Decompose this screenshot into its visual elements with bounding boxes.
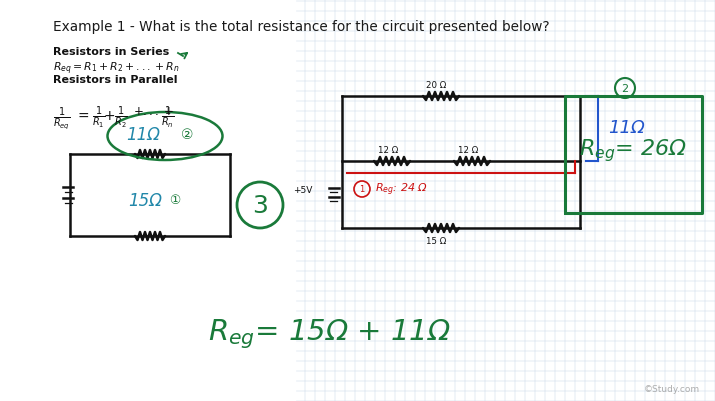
Text: 15Ω: 15Ω xyxy=(128,192,162,209)
Text: $= \frac{1}{R_1}$: $= \frac{1}{R_1}$ xyxy=(75,105,105,131)
Bar xyxy=(0,0,295,401)
Text: 3: 3 xyxy=(252,194,268,217)
Text: +5V: +5V xyxy=(292,186,312,195)
Text: 15 Ω: 15 Ω xyxy=(426,237,446,245)
Text: $R_{eg}$: 24 Ω: $R_{eg}$: 24 Ω xyxy=(375,181,428,198)
Text: 1: 1 xyxy=(360,185,365,194)
Text: ①: ① xyxy=(169,194,181,207)
Text: $+...+$: $+...+$ xyxy=(133,105,174,118)
Text: ②: ② xyxy=(181,128,193,142)
Text: $+ \frac{1}{R_2}$: $+ \frac{1}{R_2}$ xyxy=(103,105,128,131)
Text: 12 Ω: 12 Ω xyxy=(458,146,478,155)
Text: 12 Ω: 12 Ω xyxy=(378,146,398,155)
Text: $\frac{1}{R_{eq}}$: $\frac{1}{R_{eq}}$ xyxy=(53,105,71,131)
Text: $R_{eg}$= 26Ω: $R_{eg}$= 26Ω xyxy=(579,137,688,164)
Text: Resistors in Series: Resistors in Series xyxy=(53,47,169,57)
Text: 11Ω: 11Ω xyxy=(608,119,645,137)
Text: Example 1 - What is the total resistance for the circuit presented below?: Example 1 - What is the total resistance… xyxy=(53,20,550,34)
Text: $R_{eg}$= 15Ω + 11Ω: $R_{eg}$= 15Ω + 11Ω xyxy=(208,316,452,350)
Text: 2: 2 xyxy=(621,84,628,94)
Text: $R_{eq} = R_1+ R_2+...+R_n$: $R_{eq} = R_1+ R_2+...+R_n$ xyxy=(53,61,179,77)
Text: 11Ω: 11Ω xyxy=(126,126,160,144)
Text: ©Study.com: ©Study.com xyxy=(644,384,700,393)
Text: Resistors in Parallel: Resistors in Parallel xyxy=(53,75,177,85)
Text: $\frac{1}{R_n}$: $\frac{1}{R_n}$ xyxy=(161,105,174,131)
Text: 20 Ω: 20 Ω xyxy=(426,81,446,90)
